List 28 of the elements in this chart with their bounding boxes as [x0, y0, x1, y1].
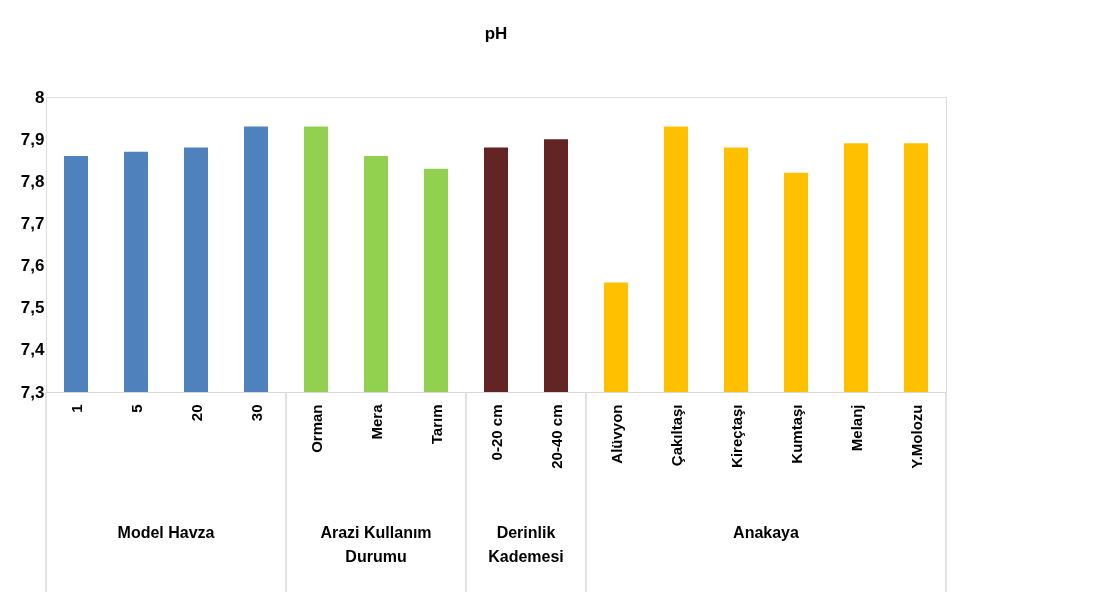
y-tick-label: 7,6: [20, 256, 45, 276]
x-tick-label: Orman: [307, 404, 325, 453]
x-tick-label: Alüvyon: [607, 404, 625, 464]
text: Arazi Kullanım Durumu: [320, 524, 432, 565]
x-tick-label: Melanj: [847, 404, 865, 452]
y-tick-label: 7,8: [20, 171, 45, 191]
x-tick-label: Mera: [367, 403, 385, 440]
x-tick-label: 0-20 cm: [487, 404, 505, 461]
chart-title: pH: [484, 24, 508, 43]
x-tick-label: Çakıltaşı: [667, 404, 685, 467]
y-tick-label: 7,3: [20, 382, 45, 402]
text: Model Havza: [117, 524, 215, 541]
y-tick-label: 8: [35, 87, 45, 107]
x-tick-label: 5: [127, 404, 145, 413]
x-tick-label: 20: [187, 404, 205, 422]
x-tick-label: Tarım: [427, 404, 445, 445]
x-tick-label: Y.Molozu: [907, 404, 925, 469]
x-tick-label: 20-40 cm: [547, 404, 565, 469]
y-tick-label: 7,7: [20, 213, 45, 233]
x-tick-label: Kumtaşı: [787, 404, 805, 464]
x-tick-label: 30: [247, 404, 265, 422]
y-tick-label: 7,4: [20, 340, 46, 360]
x-tick-label: 1: [67, 404, 85, 413]
text: Anakaya: [733, 524, 800, 541]
x-tick-label: Kireçtaşı: [727, 404, 745, 468]
y-tick-label: 7,5: [20, 298, 45, 318]
text: Derinlik Kademesi: [488, 524, 564, 565]
y-tick-label: 7,9: [20, 129, 45, 149]
